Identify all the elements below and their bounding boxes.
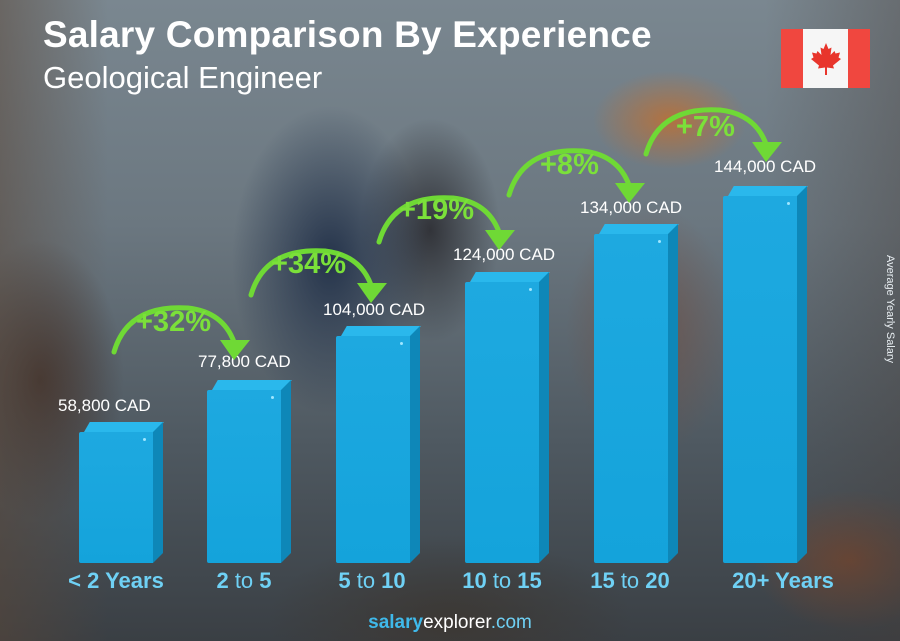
increase-arrow-icon <box>111 305 250 360</box>
source-watermark: salaryexplorer.com <box>368 612 532 633</box>
category-label: 15 to 20 <box>590 568 670 593</box>
increase-arrow-icon <box>506 148 645 203</box>
chart-subtitle: Geological Engineer <box>43 60 323 95</box>
bar-4 <box>594 224 679 563</box>
increase-percent: +8% <box>540 149 599 181</box>
bar-1 <box>207 380 292 563</box>
value-label: 144,000 CAD <box>714 157 817 176</box>
chart-title: Salary Comparison By Experience <box>43 14 652 55</box>
value-label: 124,000 CAD <box>453 245 556 264</box>
bar-0 <box>79 422 164 563</box>
value-label: 104,000 CAD <box>323 300 426 319</box>
maple-leaf-icon <box>810 42 841 75</box>
canada-flag-icon <box>781 29 870 88</box>
increase-percent: +32% <box>136 306 211 338</box>
increase-arrow-icon <box>643 107 782 162</box>
category-label: 20+ Years <box>732 568 834 593</box>
bar-2 <box>336 326 421 563</box>
category-label: 2 to 5 <box>216 568 272 593</box>
increase-percent: +7% <box>676 111 735 143</box>
value-label: 58,800 CAD <box>58 396 151 415</box>
increase-arrow-icon <box>248 248 387 303</box>
category-label: < 2 Years <box>68 568 164 593</box>
increase-percent: +19% <box>399 194 474 226</box>
y-axis-label: Average Yearly Salary <box>884 255 896 364</box>
value-label: 134,000 CAD <box>580 198 683 217</box>
bar-5 <box>723 186 808 563</box>
category-label: 5 to 10 <box>338 568 406 593</box>
increase-percent: +34% <box>271 248 346 280</box>
value-label: 77,800 CAD <box>198 352 291 371</box>
bar-3 <box>465 272 550 563</box>
category-label: 10 to 15 <box>462 568 542 593</box>
increase-arrow-icon <box>376 195 515 250</box>
